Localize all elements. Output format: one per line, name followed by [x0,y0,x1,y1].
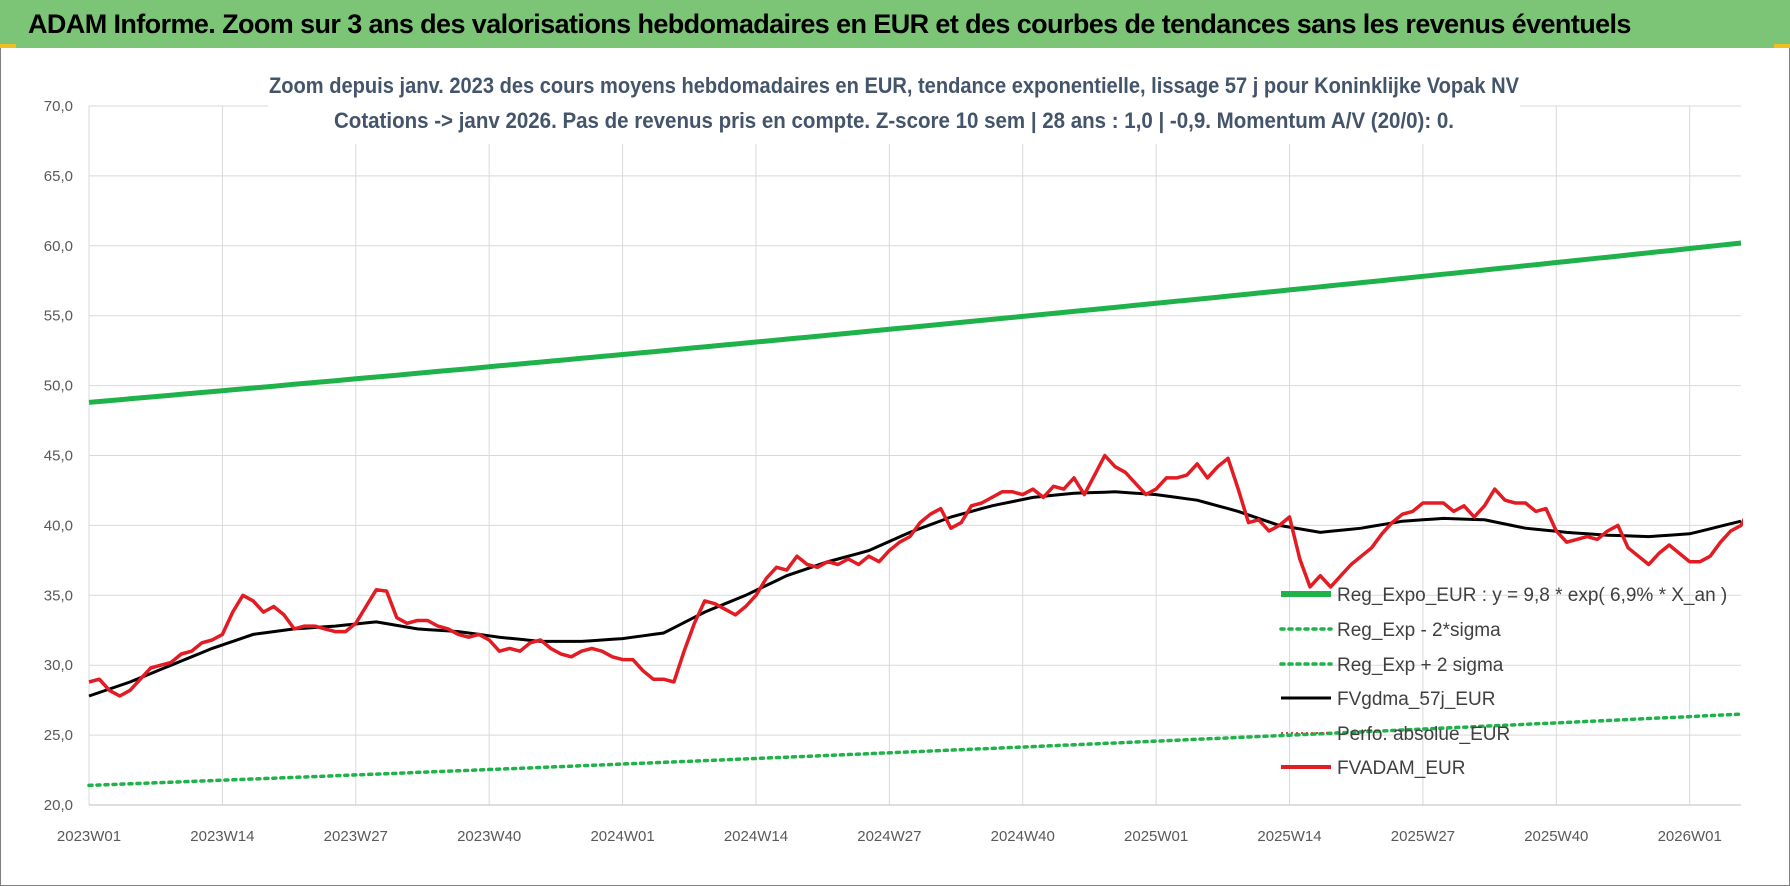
banner-accent-left [0,44,16,48]
banner-accent-right [1774,44,1790,48]
x-tick-label: 2023W27 [324,828,388,845]
x-tick-label: 2025W01 [1124,828,1188,845]
legend-label-perfo: Perfo. absolue_EUR [1337,724,1510,745]
x-tick-label: 2025W14 [1257,828,1321,845]
y-tick-label: 50,0 [44,378,73,395]
x-tick-label: 2023W01 [57,828,121,845]
x-tick-label: 2024W40 [991,828,1055,845]
x-tick-label: 2025W27 [1391,828,1455,845]
y-tick-label: 40,0 [44,517,73,534]
series-reg-expo [88,240,1742,405]
chart-title-line-1: Zoom depuis janv. 2023 des cours moyens … [269,73,1519,98]
y-tick-label: 30,0 [44,657,73,674]
y-tick-label: 25,0 [44,727,73,744]
x-tick-label: 2026W01 [1658,828,1722,845]
y-tick-label: 70,0 [44,98,73,115]
series-fvadam [88,453,1743,698]
legend-label-reg-expo: Reg_Expo_EUR : y = 9,8 * exp( 6,9% * X_a… [1337,585,1727,606]
x-tick-label: 2023W14 [190,828,254,845]
y-tick-label: 45,0 [44,448,73,465]
chart-title-line-2: Cotations -> janv 2026. Pas de revenus p… [334,108,1454,133]
y-tick-label: 20,0 [44,797,73,814]
x-tick-label: 2024W14 [724,828,788,845]
legend-label-fvadam: FVADAM_EUR [1337,758,1465,779]
legend-label-fvgdma: FVgdma_57j_EUR [1337,689,1495,710]
x-tick-label: 2023W40 [457,828,521,845]
banner-title: ADAM Informe. Zoom sur 3 ans des valoris… [0,0,1790,48]
series-group [87,240,1743,788]
x-tick-label: 2024W27 [857,828,921,845]
y-tick-label: 65,0 [44,168,73,185]
title-background [268,64,1520,144]
x-tick-label: 2025W40 [1524,828,1588,845]
y-tick-label: 35,0 [44,587,73,604]
legend: Reg_Expo_EUR : y = 9,8 * exp( 6,9% * X_a… [1279,585,1727,779]
series-lines [87,240,1743,788]
series-reg-minus-2-sigma [87,712,1743,788]
x-axis-ticks: 2023W01 2023W14 2023W27 2023W40 2024W01 2024W… [57,828,1722,845]
y-axis-ticks: 20,0 25,0 30,0 35,0 40,0 45,0 50,0 55,0 60,0 65,0… [44,98,73,814]
legend-label-reg-minus: Reg_Exp - 2*sigma [1337,620,1501,641]
y-tick-label: 60,0 [44,238,73,255]
gridlines [88,105,1741,806]
y-tick-label: 55,0 [44,308,73,325]
x-tick-label: 2024W01 [590,828,654,845]
legend-label-reg-plus: Reg_Exp + 2 sigma [1337,655,1504,676]
